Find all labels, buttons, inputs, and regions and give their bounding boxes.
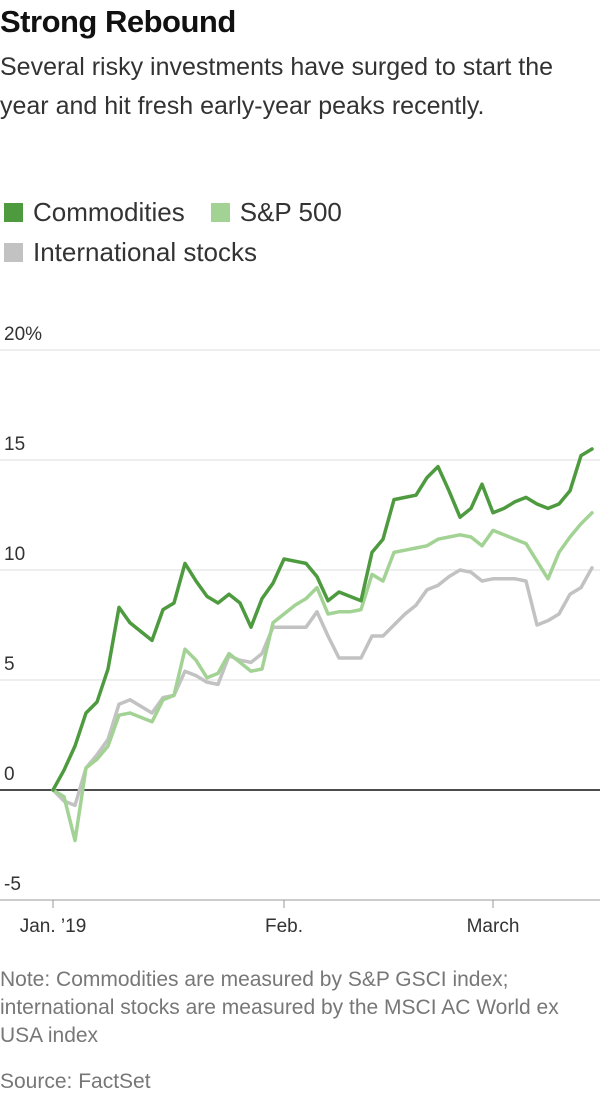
- legend-label: S&P 500: [239, 197, 342, 227]
- y-tick-label: 0: [4, 764, 15, 785]
- legend-item: S&P 500: [210, 192, 342, 232]
- legend-swatch: [4, 242, 23, 262]
- source: Source: FactSet: [0, 1070, 151, 1093]
- legend-swatch: [4, 202, 23, 222]
- legend-item: Commodities: [4, 192, 185, 232]
- y-tick-label: 5: [4, 654, 15, 675]
- legend: Commodities S&P 500 International stocks: [4, 192, 404, 272]
- y-tick-label: -5: [4, 874, 21, 895]
- y-tick-label: 20%: [4, 324, 42, 345]
- series-line: [51, 447, 594, 792]
- chart-subtitle: Several risky investments have surged to…: [0, 53, 554, 120]
- x-tick-label: Jan. ’19: [20, 916, 87, 937]
- legend-swatch: [210, 202, 230, 222]
- y-tick-label: 15: [4, 434, 25, 455]
- legend-label: International stocks: [33, 237, 258, 267]
- x-tick-label: Feb.: [265, 916, 303, 937]
- chart-title: Strong Rebound: [0, 4, 236, 39]
- series-line: [51, 566, 594, 808]
- note: Note: Commodities are measured by S&P GS…: [0, 968, 559, 1047]
- legend-label: Commodities: [33, 197, 185, 227]
- legend-item: International stocks: [4, 232, 257, 272]
- series-line: [51, 511, 594, 843]
- y-tick-label: 10: [4, 544, 25, 565]
- x-tick-label: March: [467, 916, 520, 937]
